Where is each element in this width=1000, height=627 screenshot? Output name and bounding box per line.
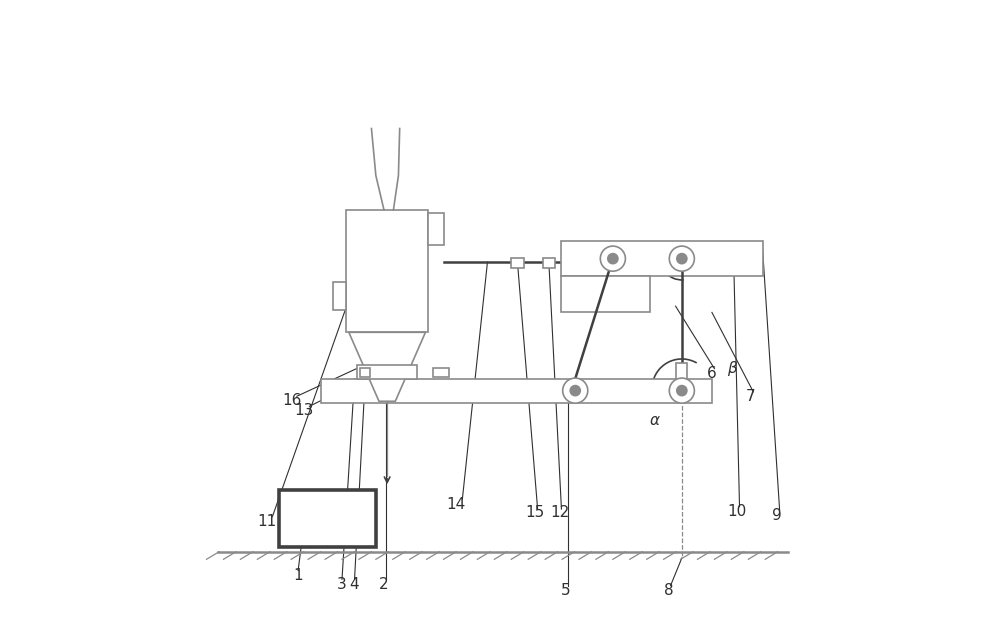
Text: 1: 1 (293, 568, 303, 583)
Bar (279, 490, 376, 547)
Text: $\beta$: $\beta$ (727, 359, 738, 378)
Text: 2: 2 (379, 577, 389, 592)
Bar (561, 241, 763, 276)
Circle shape (669, 378, 694, 403)
Text: 12: 12 (550, 505, 569, 520)
Bar (346, 210, 428, 332)
Bar (561, 276, 650, 312)
Text: 3: 3 (336, 577, 346, 592)
Polygon shape (349, 332, 425, 401)
Circle shape (677, 386, 687, 396)
Circle shape (677, 253, 687, 263)
Circle shape (563, 378, 588, 403)
Text: 10: 10 (727, 504, 747, 519)
Bar (321, 379, 712, 403)
Bar (333, 282, 346, 310)
Text: 13: 13 (295, 403, 314, 418)
Text: 5: 5 (561, 583, 571, 598)
Text: 14: 14 (446, 497, 466, 512)
Circle shape (570, 386, 580, 396)
Text: 15: 15 (525, 505, 544, 520)
Text: 7: 7 (746, 389, 756, 404)
Text: 16: 16 (282, 393, 302, 408)
Bar (360, 368, 370, 377)
Circle shape (608, 253, 618, 263)
Text: 9: 9 (772, 508, 782, 523)
Bar (511, 258, 524, 268)
Text: $\alpha$: $\alpha$ (649, 413, 661, 428)
Bar (433, 368, 449, 377)
Circle shape (669, 246, 694, 271)
Text: 4: 4 (350, 577, 359, 592)
Bar (543, 258, 555, 268)
Text: 6: 6 (707, 366, 717, 381)
Bar (428, 213, 444, 245)
Text: 8: 8 (664, 583, 674, 598)
Circle shape (600, 246, 625, 271)
Bar (357, 365, 417, 379)
Text: 11: 11 (257, 514, 276, 529)
Bar (676, 363, 687, 379)
